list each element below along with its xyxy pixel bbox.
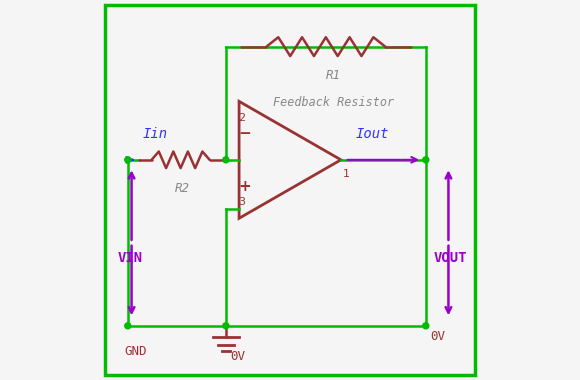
Text: GND: GND [124, 345, 147, 358]
Text: Feedback Resistor: Feedback Resistor [273, 96, 394, 109]
Text: 3: 3 [238, 197, 245, 207]
Circle shape [125, 157, 131, 163]
Text: VIN: VIN [117, 251, 142, 265]
Circle shape [223, 323, 229, 329]
Text: −: − [238, 126, 251, 141]
Text: +: + [238, 179, 251, 194]
Text: R2: R2 [175, 182, 190, 195]
Circle shape [223, 157, 229, 163]
Text: 2: 2 [238, 113, 246, 123]
Text: R1: R1 [326, 69, 341, 82]
Text: Iin: Iin [143, 127, 168, 141]
Text: 0V: 0V [230, 350, 245, 363]
Circle shape [423, 323, 429, 329]
Text: 1: 1 [343, 169, 350, 179]
Text: 0V: 0V [430, 329, 445, 343]
FancyBboxPatch shape [105, 5, 475, 375]
Circle shape [125, 323, 131, 329]
Text: VOUT: VOUT [434, 251, 467, 265]
Circle shape [423, 157, 429, 163]
Text: Iout: Iout [356, 127, 390, 141]
